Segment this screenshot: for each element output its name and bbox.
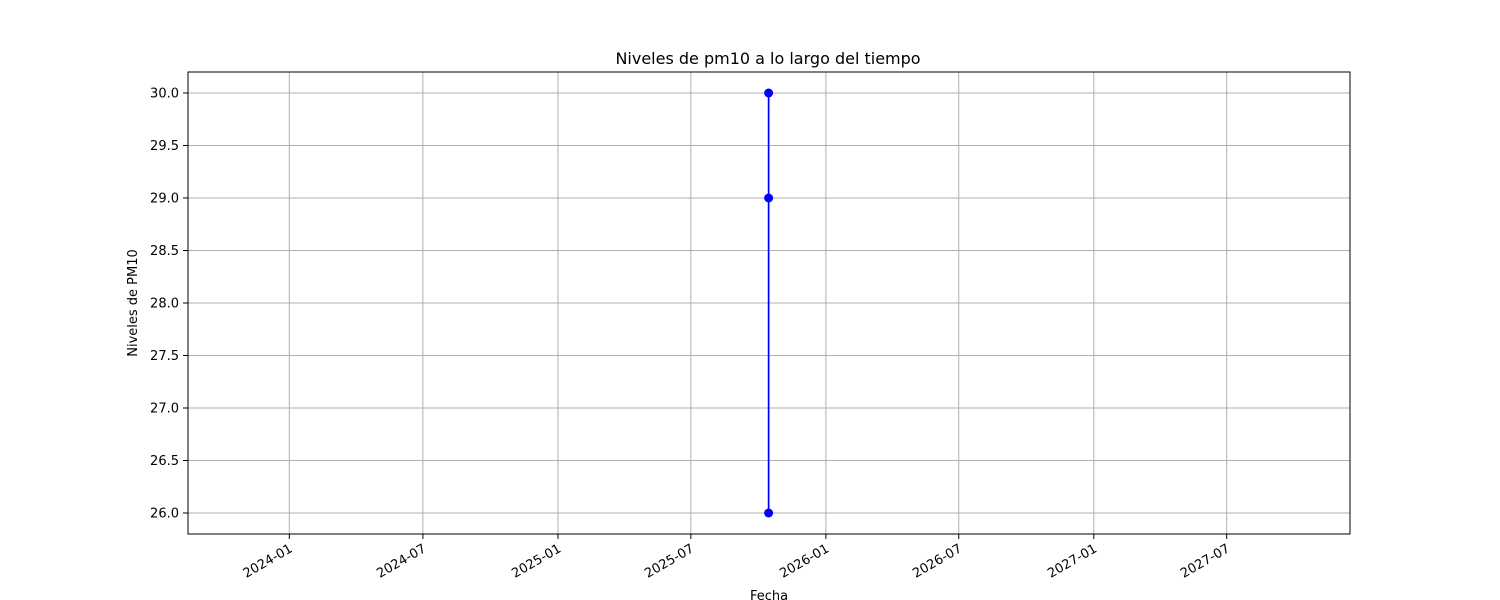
y-tick-label: 28.0 (150, 297, 179, 312)
series-layer (764, 88, 774, 518)
y-tick-label: 28.5 (150, 244, 179, 259)
data-point (764, 508, 774, 518)
y-axis-ticks: 26.0 26.5 27.0 27.5 28.0 28.5 29.0 29.5 30.0 (150, 87, 188, 522)
y-tick-label: 29.5 (150, 139, 179, 154)
y-tick-label: 27.0 (150, 402, 179, 417)
y-tick-label: 26.5 (150, 454, 179, 469)
data-point (764, 88, 774, 98)
data-point (764, 193, 774, 203)
chart-title: Niveles de pm10 a lo largo del tiempo (615, 49, 920, 68)
y-tick-label: 30.0 (150, 87, 179, 102)
y-tick-label: 29.0 (150, 192, 179, 207)
x-axis-label: Fecha (750, 589, 788, 600)
y-tick-label: 27.5 (150, 349, 179, 364)
y-axis-label: Niveles de PM10 (126, 249, 141, 357)
y-tick-label: 26.0 (150, 507, 179, 522)
